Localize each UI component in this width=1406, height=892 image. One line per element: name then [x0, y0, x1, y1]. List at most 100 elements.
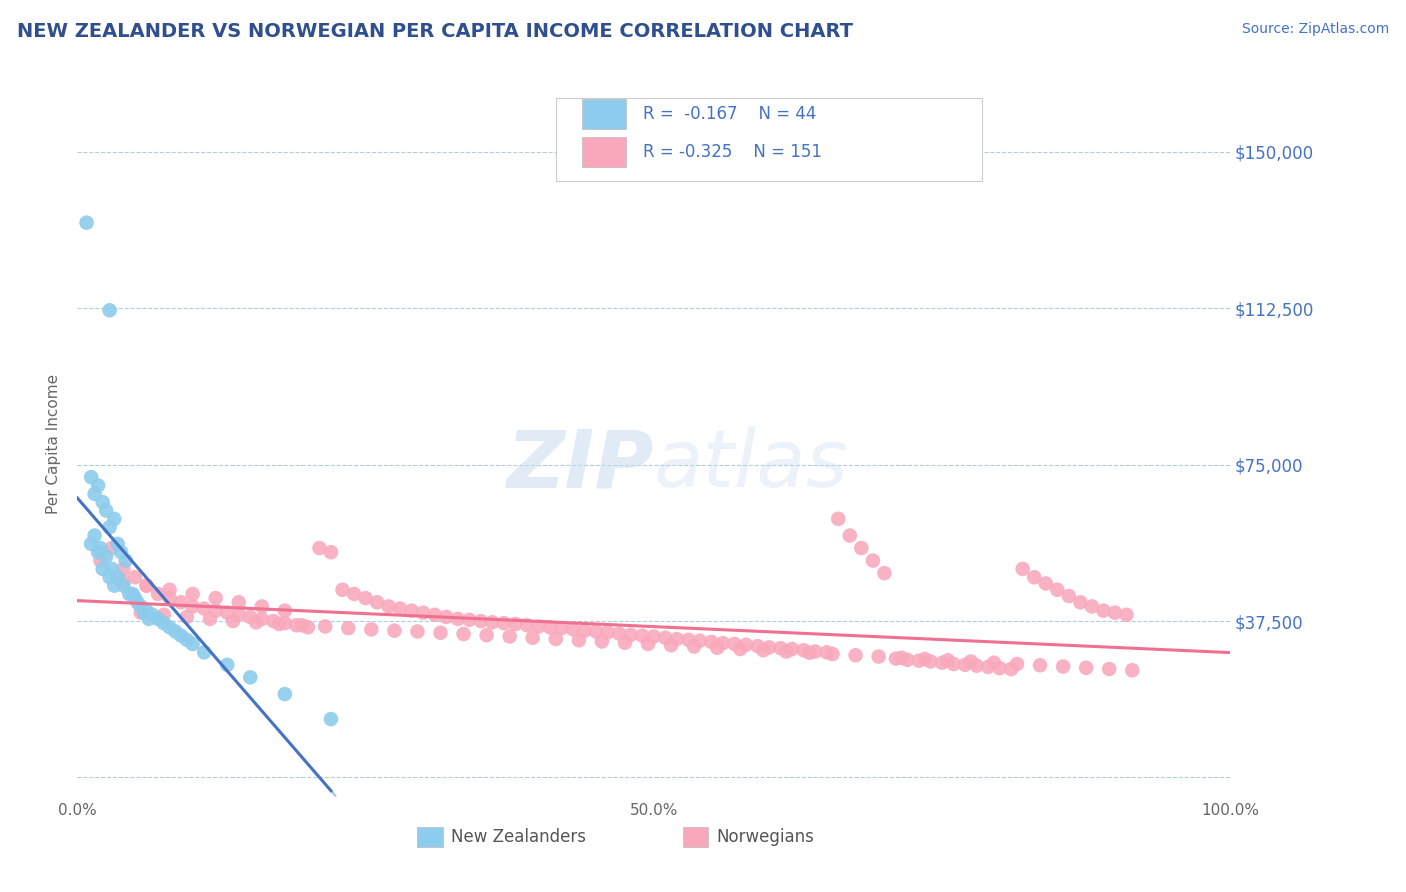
Point — [1069, 595, 1091, 609]
FancyBboxPatch shape — [683, 827, 709, 847]
Point — [135, 604, 157, 618]
Point — [96, 549, 118, 564]
Point — [250, 599, 273, 614]
Point — [434, 610, 457, 624]
Point — [112, 578, 135, 592]
Point — [245, 615, 267, 630]
Point — [920, 655, 942, 669]
Point — [516, 618, 538, 632]
Point — [607, 626, 630, 640]
Point — [204, 604, 226, 618]
Point — [458, 613, 481, 627]
Point — [711, 636, 734, 650]
Y-axis label: Per Capita Income: Per Capita Income — [46, 374, 62, 514]
Point — [159, 582, 181, 597]
Point — [988, 661, 1011, 675]
Point — [377, 599, 399, 614]
Point — [250, 612, 273, 626]
Point — [614, 636, 637, 650]
Point — [851, 541, 873, 555]
Point — [1104, 606, 1126, 620]
Point — [112, 562, 135, 576]
Point — [637, 637, 659, 651]
Point — [914, 652, 936, 666]
Point — [470, 614, 492, 628]
Point — [550, 621, 572, 635]
Point — [412, 606, 434, 620]
Point — [274, 616, 297, 631]
Point — [538, 620, 561, 634]
Point — [960, 655, 983, 669]
Point — [821, 647, 844, 661]
Point — [747, 639, 769, 653]
Point — [1005, 657, 1028, 671]
Point — [80, 537, 103, 551]
Point — [908, 654, 931, 668]
Point — [103, 512, 125, 526]
Point — [862, 553, 884, 567]
Point — [112, 574, 135, 589]
Point — [382, 624, 406, 638]
Point — [159, 620, 181, 634]
Point — [98, 303, 121, 318]
Point — [953, 657, 976, 672]
Text: Norwegians: Norwegians — [716, 828, 814, 846]
Point — [103, 578, 125, 592]
Point — [193, 645, 215, 659]
Point — [107, 570, 129, 584]
Point — [121, 587, 143, 601]
Text: R = -0.325    N = 151: R = -0.325 N = 151 — [644, 144, 823, 161]
Text: NEW ZEALANDER VS NORWEGIAN PER CAPITA INCOME CORRELATION CHART: NEW ZEALANDER VS NORWEGIAN PER CAPITA IN… — [17, 22, 853, 41]
Point — [176, 632, 198, 647]
Point — [360, 623, 382, 637]
Point — [89, 553, 111, 567]
Point — [1011, 562, 1033, 576]
Point — [228, 607, 250, 622]
Point — [83, 487, 105, 501]
Point — [239, 610, 262, 624]
Point — [804, 644, 827, 658]
Text: ZIP: ZIP — [506, 426, 654, 504]
Point — [574, 624, 596, 638]
FancyBboxPatch shape — [555, 98, 983, 181]
Point — [138, 612, 160, 626]
Point — [683, 640, 706, 654]
Point — [706, 640, 728, 655]
Point — [389, 601, 412, 615]
Point — [274, 687, 297, 701]
Point — [127, 595, 149, 609]
Point — [1098, 662, 1121, 676]
Point — [492, 616, 515, 631]
Text: Source: ZipAtlas.com: Source: ZipAtlas.com — [1241, 22, 1389, 37]
Point — [181, 637, 204, 651]
Point — [141, 607, 163, 622]
Point — [198, 612, 221, 626]
Point — [643, 630, 665, 644]
Point — [401, 604, 423, 618]
Point — [775, 644, 797, 658]
Point — [873, 566, 896, 580]
Point — [499, 630, 522, 644]
Point — [114, 553, 136, 567]
Point — [1057, 589, 1080, 603]
Point — [845, 648, 868, 663]
Point — [181, 587, 204, 601]
Point — [96, 503, 118, 517]
Point — [654, 631, 676, 645]
Point — [110, 545, 132, 559]
Point — [475, 628, 498, 642]
Point — [406, 624, 429, 639]
Point — [170, 595, 193, 609]
Point — [631, 629, 654, 643]
Point — [153, 616, 174, 631]
Point — [769, 641, 792, 656]
Point — [659, 638, 682, 652]
Point — [678, 632, 700, 647]
Point — [170, 629, 193, 643]
Point — [153, 607, 174, 622]
Point — [146, 612, 169, 626]
Point — [135, 578, 157, 592]
Point — [181, 599, 204, 614]
Text: atlas: atlas — [654, 426, 849, 504]
Point — [1035, 576, 1057, 591]
